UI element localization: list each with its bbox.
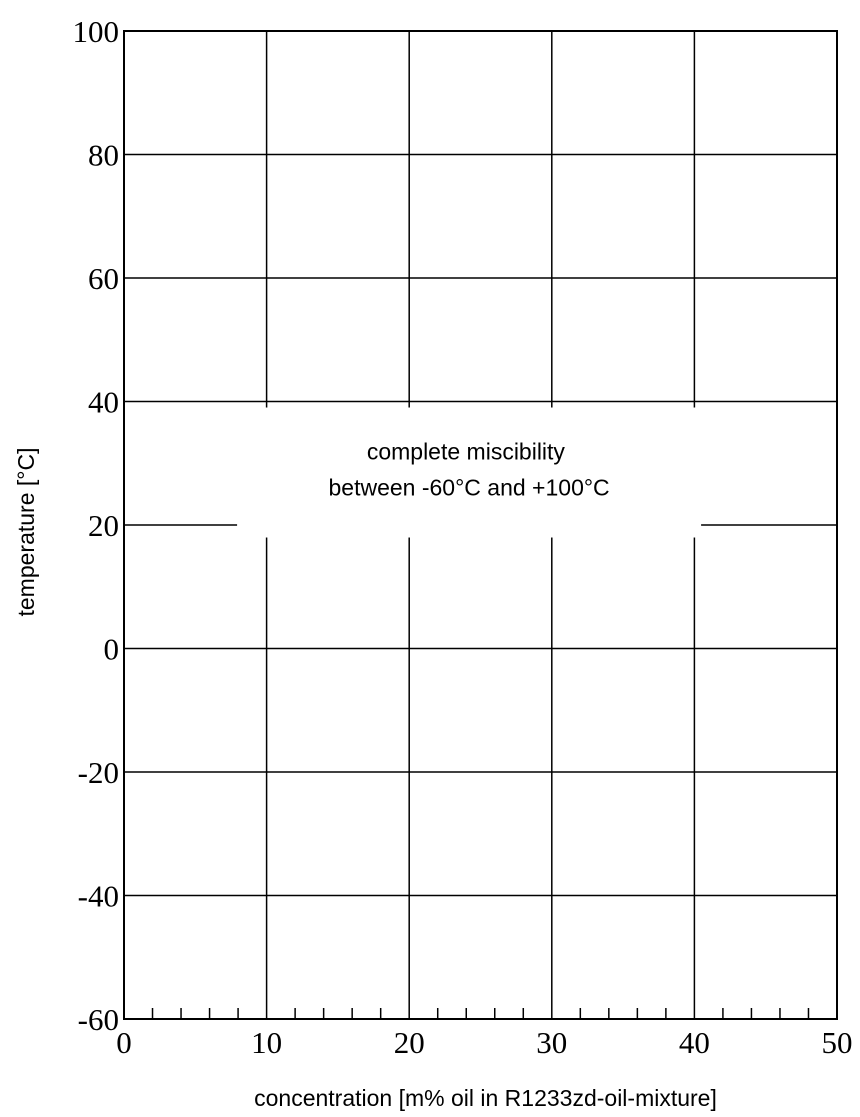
y-tick-label: 0 bbox=[104, 632, 120, 667]
x-minor-ticks bbox=[151, 1008, 810, 1019]
x-tick-label: 30 bbox=[536, 1025, 567, 1060]
y-tick-label: 100 bbox=[73, 14, 120, 49]
annotation-background bbox=[237, 407, 702, 538]
x-tick-label: 20 bbox=[394, 1025, 425, 1060]
grid-lines bbox=[124, 31, 837, 1019]
x-tick-labels: 0 10 20 30 40 50 bbox=[116, 1025, 852, 1060]
miscibility-annotation: complete miscibility between -60°C and +… bbox=[329, 439, 610, 501]
x-tick-label: 50 bbox=[822, 1025, 853, 1060]
y-tick-label: 20 bbox=[88, 508, 119, 543]
annotation-line-1: complete miscibility bbox=[367, 439, 566, 465]
y-tick-label: 60 bbox=[88, 261, 119, 296]
y-tick-label: -40 bbox=[78, 879, 119, 914]
plot-frame bbox=[123, 30, 838, 1020]
y-axis-label: temperature [°C] bbox=[13, 448, 39, 617]
x-axis-label: concentration [m% oil in R1233zd-oil-mix… bbox=[254, 1085, 717, 1111]
annotation-line-2: between -60°C and +100°C bbox=[329, 475, 610, 501]
x-tick-label: 40 bbox=[679, 1025, 710, 1060]
x-tick-label: 10 bbox=[251, 1025, 282, 1060]
y-tick-label: 80 bbox=[88, 138, 119, 173]
y-tick-label: -20 bbox=[78, 755, 119, 790]
y-tick-label: 40 bbox=[88, 385, 119, 420]
y-tick-labels: 100 80 60 40 20 0 -20 -40 -60 bbox=[73, 14, 120, 1037]
x-tick-label: 0 bbox=[116, 1025, 132, 1060]
y-tick-label: -60 bbox=[78, 1002, 119, 1037]
